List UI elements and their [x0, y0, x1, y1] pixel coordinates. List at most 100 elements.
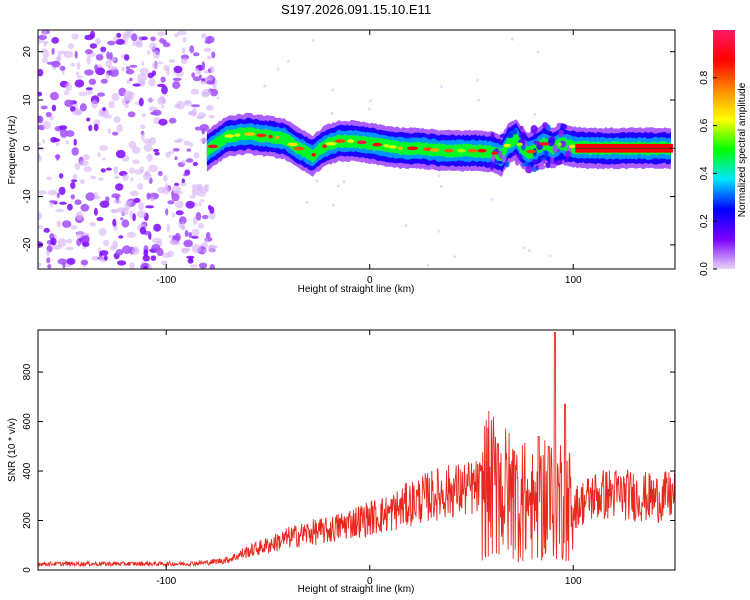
noise-blob	[183, 101, 193, 107]
noise-blob	[99, 145, 108, 151]
noise-blob	[154, 151, 160, 156]
noise-blob	[143, 173, 152, 181]
noise-blob	[147, 50, 151, 55]
noise-blob	[135, 39, 143, 48]
noise-blob	[113, 116, 121, 124]
x-tick-label: -100	[156, 275, 176, 286]
noise-blob	[191, 72, 196, 78]
noise-blob	[179, 181, 187, 187]
noise-blob	[149, 136, 156, 146]
noise-speck	[440, 85, 444, 89]
noise-speck	[263, 84, 267, 88]
noise-blob	[89, 43, 98, 49]
noise-blob	[85, 192, 96, 201]
noise-blob	[189, 195, 197, 199]
noise-speck	[510, 37, 514, 41]
noise-blob	[107, 40, 116, 46]
noise-blob	[100, 46, 107, 53]
noise-blob	[174, 103, 181, 109]
scatter-blob	[525, 165, 533, 174]
noise-blob	[85, 87, 93, 91]
noise-blob	[71, 179, 78, 183]
noise-blob	[59, 129, 68, 138]
noise-blob	[181, 178, 185, 184]
noise-blob	[100, 51, 106, 55]
noise-blob	[161, 85, 168, 95]
noise-blob	[75, 231, 85, 239]
noise-blob	[157, 61, 164, 65]
noise-blob	[198, 201, 202, 207]
noise-blob	[38, 154, 42, 163]
noise-blob	[113, 35, 119, 42]
ridge-core	[388, 145, 398, 149]
noise-blob	[71, 33, 79, 40]
noise-blob	[114, 175, 120, 180]
colorbar-tick-label: 0.6	[699, 118, 710, 132]
noise-blob	[153, 223, 162, 232]
noise-blob	[93, 123, 99, 132]
noise-blob	[76, 61, 81, 70]
noise-blob	[78, 91, 88, 97]
scatter-blob	[546, 124, 551, 131]
noise-blob	[55, 140, 60, 147]
noise-blob	[109, 52, 113, 61]
scatter-blob	[514, 156, 520, 166]
noise-blob	[122, 174, 129, 182]
noise-blob	[211, 51, 216, 59]
noise-blob	[204, 40, 212, 44]
noise-blob	[102, 107, 106, 112]
scatter-blob	[498, 150, 503, 159]
noise-blob	[188, 256, 193, 261]
noise-blob	[91, 100, 98, 109]
ridge-core	[322, 144, 327, 148]
noise-blob	[121, 67, 125, 72]
noise-blob	[121, 219, 130, 228]
noise-blob	[46, 176, 52, 181]
noise-blob	[42, 30, 47, 37]
noise-blob	[181, 248, 189, 254]
ridge-core	[357, 140, 367, 145]
spectrogram-cells	[38, 30, 673, 269]
noise-blob	[47, 189, 58, 196]
noise-blob	[98, 177, 104, 181]
noise-blob	[50, 237, 57, 246]
ridge-core	[311, 153, 316, 157]
noise-blob	[115, 149, 126, 159]
noise-blob	[188, 232, 193, 238]
noise-blob	[142, 255, 150, 262]
noise-blob	[69, 106, 76, 112]
scatter-blob	[521, 132, 527, 140]
noise-blob	[208, 114, 215, 119]
noise-blob	[182, 36, 187, 43]
noise-blob	[46, 257, 51, 264]
noise-blob	[146, 97, 154, 103]
noise-blob	[132, 83, 141, 87]
noise-blob	[129, 64, 138, 68]
ridge-core	[372, 142, 382, 147]
noise-blob	[174, 156, 178, 161]
noise-blob	[41, 57, 49, 63]
noise-blob	[51, 47, 55, 55]
noise-blob	[175, 210, 184, 216]
noise-blob	[190, 88, 200, 95]
scatter-blob	[506, 132, 514, 139]
noise-blob	[174, 182, 180, 187]
noise-blob	[205, 232, 211, 239]
noise-blob	[165, 151, 172, 158]
noise-blob	[95, 38, 101, 45]
noise-blob	[79, 160, 89, 167]
noise-speck	[490, 197, 494, 201]
noise-blob	[80, 203, 90, 212]
noise-blob	[85, 49, 93, 55]
colorbar: 0.0 0.2 0.4 0.6 0.8 Normalized spectral ampl…	[699, 30, 748, 276]
noise-blob	[193, 152, 200, 159]
noise-blob	[132, 213, 136, 222]
noise-blob	[147, 72, 154, 79]
noise-blob	[103, 239, 110, 247]
noise-blob	[160, 76, 166, 83]
ridge-core	[243, 132, 256, 136]
ridge-core	[429, 148, 440, 152]
noise-blob	[107, 128, 112, 134]
noise-blob	[177, 30, 187, 36]
